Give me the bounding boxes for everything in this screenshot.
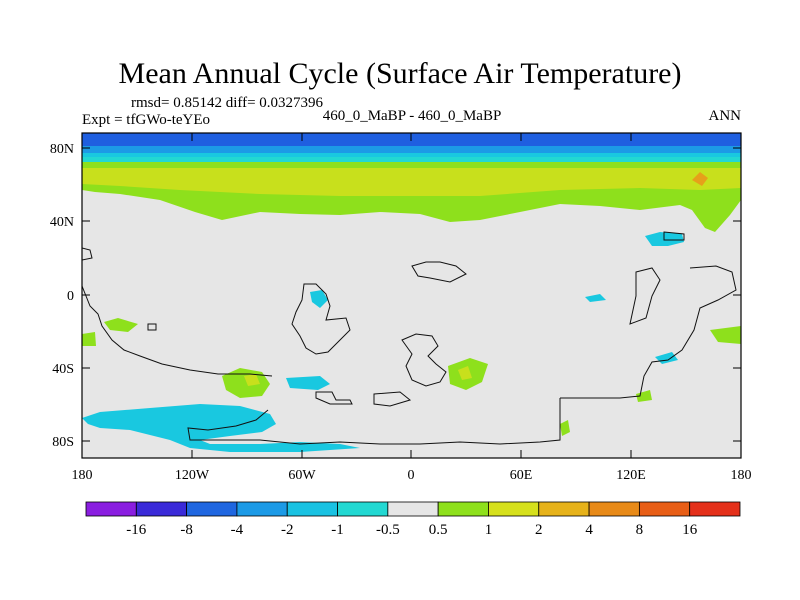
colorbar-swatch xyxy=(488,501,540,517)
green-patch-w2 xyxy=(82,332,96,346)
comparison-label: 460_0_MaBP - 460_0_MaBP xyxy=(323,108,502,124)
green-patch-s1 xyxy=(222,368,270,398)
coastline-antarctica xyxy=(187,398,561,445)
colorbar-swatch xyxy=(186,501,238,517)
coastline-east xyxy=(560,265,737,399)
colorbar-label: 16 xyxy=(682,522,698,538)
map-field xyxy=(82,133,741,458)
season-label: ANN xyxy=(709,108,742,124)
north-orange-spot xyxy=(692,172,708,186)
colorbar-label: -2 xyxy=(281,522,294,538)
lat-label-80s: 80S xyxy=(52,435,74,450)
cyan-patch-s xyxy=(286,376,330,390)
coastline-nw xyxy=(82,247,93,261)
coastline-west xyxy=(82,285,273,377)
colorbar-swatch xyxy=(538,501,590,517)
colorbar-swatch xyxy=(638,501,691,517)
green-patch-e xyxy=(710,326,741,344)
colorbar-label: 2 xyxy=(535,522,543,538)
colorbar-label: 4 xyxy=(585,522,593,538)
arctic-band-cyan xyxy=(82,153,741,158)
experiment-label: Expt = tfGWo-teYEo xyxy=(82,112,210,128)
stats-label: rmsd= 0.85142 diff= 0.0327396 xyxy=(131,95,324,111)
cyan-patch-mid xyxy=(310,290,328,308)
colorbar-swatch xyxy=(236,501,288,517)
yellow-patch-s2 xyxy=(458,366,472,380)
colorbar-swatch xyxy=(588,501,640,517)
lat-label-40s: 40S xyxy=(52,362,74,377)
yellow-patch-s1 xyxy=(244,374,260,386)
lon-label-60e: 60E xyxy=(510,468,533,483)
lon-label-60w: 60W xyxy=(288,468,316,483)
coastline-island xyxy=(147,323,157,331)
lon-label-120w: 120W xyxy=(175,468,210,483)
coastline-landmass-b xyxy=(411,261,467,283)
lat-label-0: 0 xyxy=(67,289,74,304)
colorbar-label: -1 xyxy=(331,522,344,538)
lon-label-180w: 180 xyxy=(72,468,93,483)
coastline-landmass-d xyxy=(629,267,661,325)
colorbar-label: -16 xyxy=(126,522,146,538)
lon-label-120e: 120E xyxy=(616,468,646,483)
colorbar-swatch xyxy=(387,501,439,517)
north-yellow-band xyxy=(82,168,741,196)
lat-label-40n: 40N xyxy=(50,215,74,230)
colorbar-swatch xyxy=(135,501,188,517)
colorbar-label: 0.5 xyxy=(429,522,448,538)
coastline-peninsula xyxy=(315,391,353,405)
colorbar-swatch xyxy=(337,501,389,517)
green-patch-ant xyxy=(560,420,570,436)
green-patch-se xyxy=(636,390,652,402)
figure-title: Mean Annual Cycle (Surface Air Temperatu… xyxy=(119,57,682,90)
green-patch-w xyxy=(104,318,138,332)
colorbar-swatch xyxy=(85,501,137,517)
colorbar-label: -0.5 xyxy=(376,522,400,538)
cyan-patch-e xyxy=(585,294,606,302)
colorbar-swatch xyxy=(437,501,489,517)
colorbar-label: -8 xyxy=(180,522,193,538)
coastline-landmass-a xyxy=(291,283,351,355)
coastlines xyxy=(82,231,737,445)
coastline-island-ne xyxy=(663,231,685,241)
coastline-island-s xyxy=(373,391,412,407)
lat-axis: 80N 40N 0 40S 80S xyxy=(50,142,741,450)
lon-axis: 180 120W 60W 0 60E 120E 180 xyxy=(72,133,752,483)
coastline-landmass-c xyxy=(401,333,447,387)
colorbar-swatch xyxy=(286,501,338,517)
lon-label-180e: 180 xyxy=(731,468,752,483)
arctic-band-light xyxy=(82,157,741,162)
colorbar-swatch xyxy=(689,501,741,517)
colorbar: -16 -8 -4 -2 -1 -0.5 0.5 1 2 4 8 16 xyxy=(85,501,741,538)
colorbar-label: -4 xyxy=(231,522,244,538)
colorbar-label: 8 xyxy=(636,522,644,538)
lon-label-0: 0 xyxy=(408,468,415,483)
lat-label-80n: 80N xyxy=(50,142,74,157)
colorbar-label: 1 xyxy=(485,522,493,538)
arctic-band-mid xyxy=(82,146,741,155)
